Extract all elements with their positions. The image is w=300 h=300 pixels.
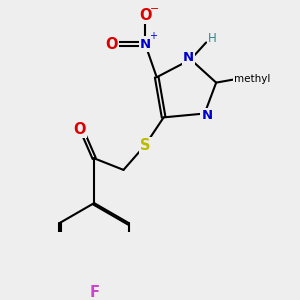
Text: N: N (201, 109, 212, 122)
Text: N: N (140, 38, 151, 50)
Text: N: N (183, 51, 194, 64)
Text: F: F (89, 285, 99, 300)
Text: O: O (105, 37, 117, 52)
Text: O: O (139, 8, 152, 23)
Text: +: + (149, 31, 157, 41)
Text: O: O (73, 122, 86, 137)
Text: −: − (150, 4, 159, 14)
Text: H: H (208, 32, 217, 45)
Text: methyl: methyl (233, 74, 270, 84)
Text: S: S (140, 138, 150, 153)
